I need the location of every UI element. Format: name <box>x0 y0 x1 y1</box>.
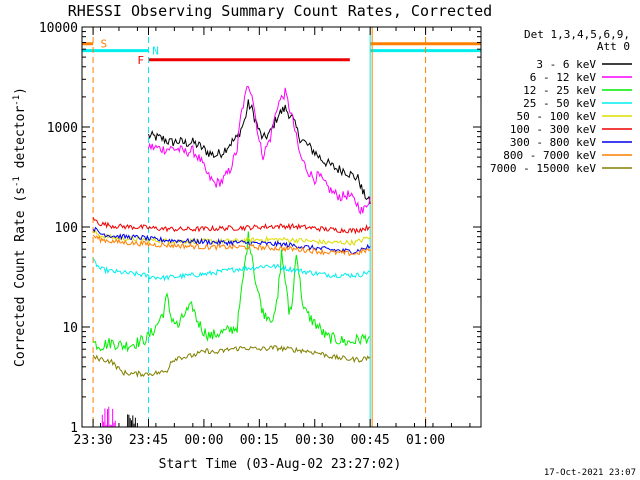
series-line <box>92 231 371 353</box>
series-line <box>92 217 371 235</box>
series-line <box>92 226 371 255</box>
y-tick-label: 10 <box>62 321 78 336</box>
y-tick-label: 10000 <box>39 21 78 36</box>
legend-label: 7000 - 15000 keV <box>490 162 596 175</box>
gap-spikes <box>101 406 136 427</box>
legend-label: 6 - 12 keV <box>530 71 597 84</box>
y-axis-label-main: Corrected Count Rate (s <box>13 187 28 367</box>
y-axis-label: Corrected Count Rate (s-1 detector-1) <box>12 87 28 367</box>
series-lines <box>92 85 371 378</box>
legend-header: Att 0 <box>597 40 630 53</box>
series-line <box>92 234 371 257</box>
state-bar-label-F: F <box>137 54 144 67</box>
legend-label: 25 - 50 keV <box>523 97 596 110</box>
x-axis-ticks: 23:30 23:45 00:00 00:15 00:30 00:45 01:00 <box>74 27 471 448</box>
legend-label: 12 - 25 keV <box>523 84 596 97</box>
y-tick-label: 1 <box>70 421 78 436</box>
legend-label: 300 - 800 keV <box>510 136 596 149</box>
x-tick-label: 00:30 <box>295 433 334 448</box>
x-tick-label: 23:30 <box>74 433 113 448</box>
series-line <box>148 85 371 215</box>
series-line <box>92 345 371 378</box>
legend-header: Det 1,3,4,5,6,9, <box>524 28 630 41</box>
series-line <box>92 229 371 246</box>
legend-label: 800 - 7000 keV <box>503 149 596 162</box>
y-axis-label-mid: detector <box>13 106 28 177</box>
y-tick-label: 1000 <box>47 121 78 136</box>
legend-label: 3 - 6 keV <box>536 58 596 71</box>
legend-label: 100 - 300 keV <box>510 123 596 136</box>
x-tick-label: 23:45 <box>129 433 168 448</box>
series-line <box>148 99 371 205</box>
state-bars: S NF <box>82 38 481 67</box>
y-axis-label-sup1: -1 <box>12 176 22 187</box>
y-axis-label-sup2: -1 <box>12 95 22 106</box>
state-bar-label-S: S <box>100 38 107 51</box>
plot-area: S NF 1 10 100 1000 10000 23:30 23:45 00:00 00:15… <box>39 21 482 448</box>
series-line <box>92 258 371 282</box>
y-tick-label: 100 <box>55 221 78 236</box>
footer-timestamp: 17-Oct-2021 23:07 <box>544 468 636 478</box>
y-axis-label-end: ) <box>13 87 28 95</box>
x-tick-label: 00:15 <box>240 433 279 448</box>
x-tick-label: 01:00 <box>406 433 445 448</box>
x-axis-label: Start Time (03-Aug-02 23:27:02) <box>159 457 402 472</box>
state-bar-label-N: N <box>152 45 159 58</box>
y-axis-ticks: 1 10 100 1000 10000 <box>39 21 481 436</box>
legend-label: 50 - 100 keV <box>517 110 597 123</box>
x-tick-label: 00:00 <box>184 433 223 448</box>
chart-title: RHESSI Observing Summary Count Rates, Co… <box>68 2 492 20</box>
x-tick-label: 00:45 <box>351 433 390 448</box>
